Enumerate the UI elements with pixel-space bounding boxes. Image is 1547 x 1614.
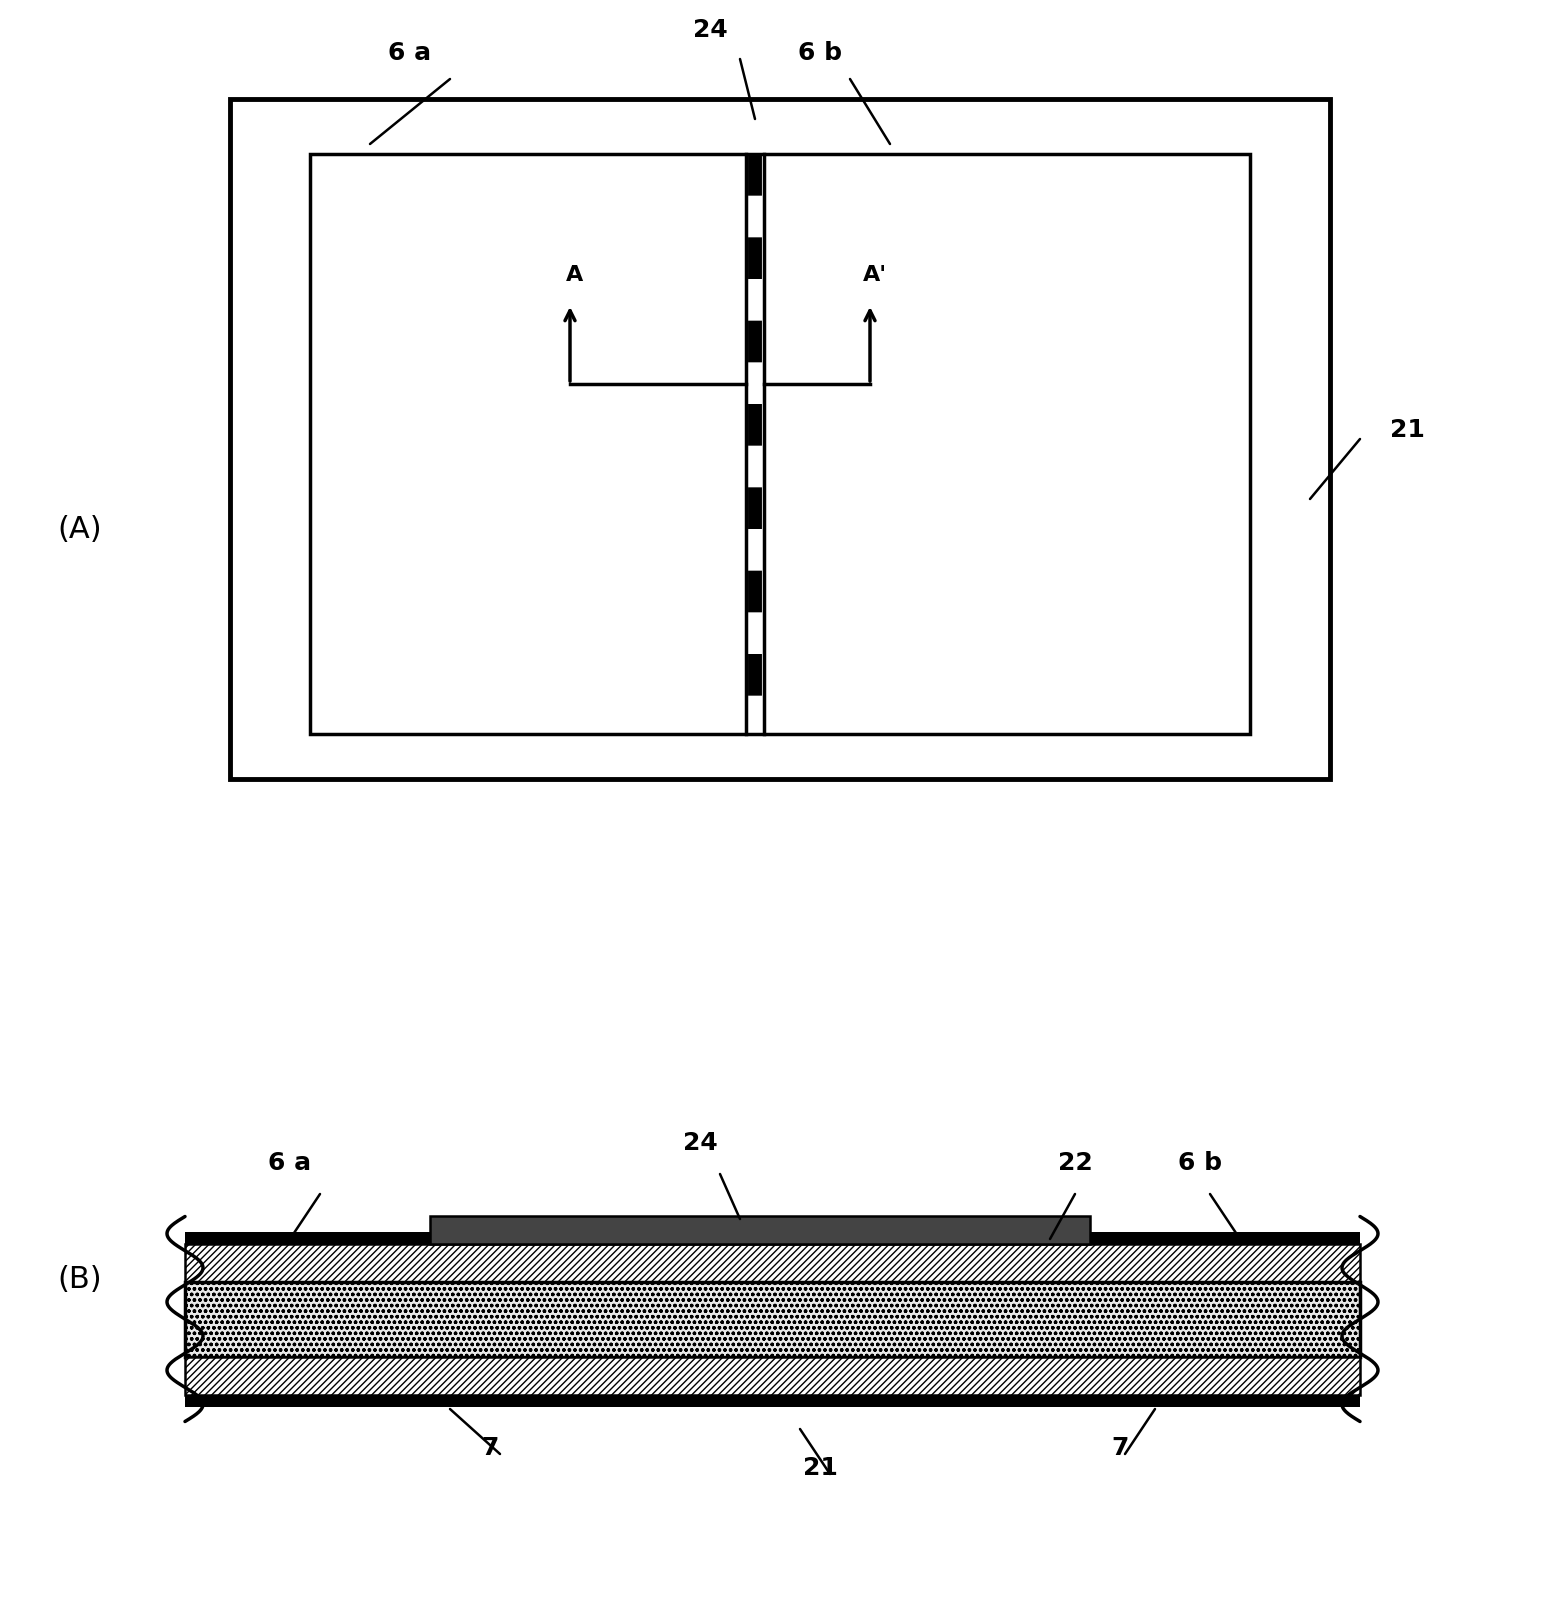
Text: (A): (A) xyxy=(57,515,102,544)
Text: (B): (B) xyxy=(57,1265,102,1294)
Bar xyxy=(186,1394,1360,1407)
Bar xyxy=(186,1282,1360,1357)
Text: A': A' xyxy=(863,265,886,284)
Text: A: A xyxy=(566,265,583,284)
Bar xyxy=(186,1357,1360,1394)
Text: 24: 24 xyxy=(682,1130,718,1154)
Text: 7: 7 xyxy=(481,1435,498,1459)
Bar xyxy=(309,155,1250,734)
Bar xyxy=(430,1215,1091,1244)
Text: 6 a: 6 a xyxy=(388,40,432,65)
Text: 6 b: 6 b xyxy=(798,40,842,65)
Text: 24: 24 xyxy=(693,18,727,42)
Text: 6 a: 6 a xyxy=(269,1151,311,1175)
Bar xyxy=(231,100,1330,780)
Text: 7: 7 xyxy=(1111,1435,1129,1459)
Text: 21: 21 xyxy=(1391,418,1425,442)
Text: 6 b: 6 b xyxy=(1177,1151,1222,1175)
Text: 21: 21 xyxy=(803,1456,837,1478)
Text: 22: 22 xyxy=(1058,1151,1092,1175)
Bar xyxy=(186,1244,1360,1282)
Bar xyxy=(186,1231,1360,1244)
